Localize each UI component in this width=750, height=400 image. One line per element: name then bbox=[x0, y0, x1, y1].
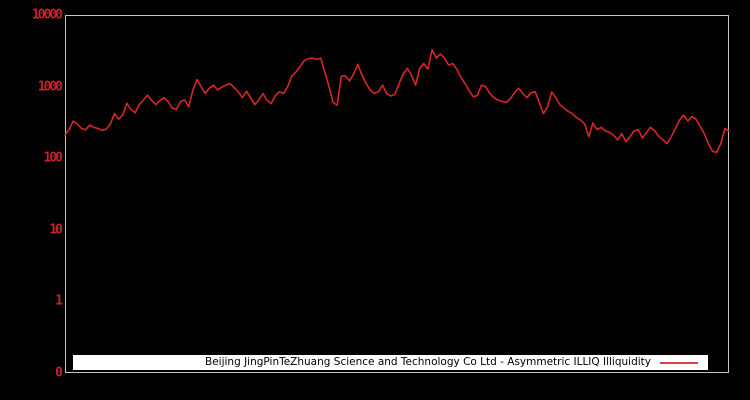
data-line bbox=[64, 48, 730, 154]
y-axis-tick-label: 1 bbox=[55, 293, 63, 309]
legend-line-sample-icon bbox=[660, 361, 698, 364]
legend: Beijing JingPinTeZhuang Science and Tech… bbox=[73, 355, 708, 370]
y-axis-tick-label: 100 bbox=[43, 150, 63, 166]
legend-label: Beijing JingPinTeZhuang Science and Tech… bbox=[205, 356, 651, 369]
y-axis-tick-label: 0 bbox=[55, 365, 63, 381]
y-axis-tick-label: 1000 bbox=[37, 79, 63, 95]
y-axis-tick-label: 10000 bbox=[31, 7, 63, 23]
plot-area-border bbox=[65, 15, 729, 373]
y-axis-tick-label: 10 bbox=[49, 222, 63, 238]
